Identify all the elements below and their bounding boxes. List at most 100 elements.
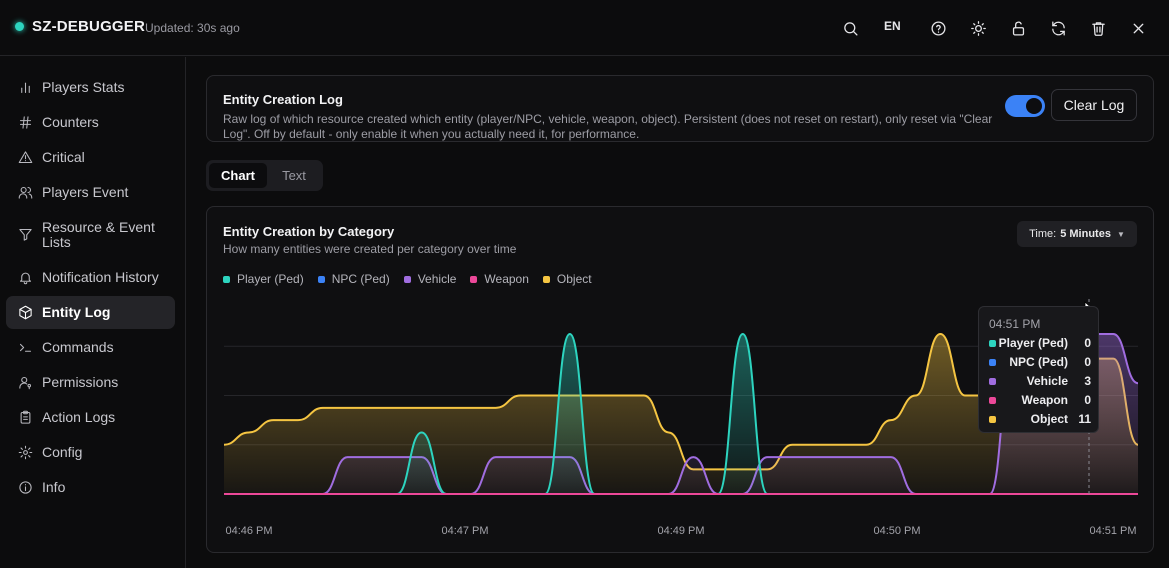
warning-triangle-icon <box>18 151 33 164</box>
tooltip-value: 0 <box>1084 336 1091 350</box>
sidebar-item-commands[interactable]: Commands <box>6 331 175 364</box>
sidebar-item-resource-event-lists[interactable]: Resource & Event Lists <box>6 211 175 259</box>
sidebar-item-entity-log[interactable]: Entity Log <box>6 296 175 329</box>
tooltip-swatch <box>989 339 996 347</box>
updated-status: Updated: 30s ago <box>145 21 240 35</box>
theme-button[interactable] <box>966 16 990 40</box>
language-switch[interactable]: EN <box>884 19 901 33</box>
status-dot <box>15 22 24 31</box>
tooltip-value: 3 <box>1084 374 1091 388</box>
legend-label: Player (Ped) <box>237 272 304 286</box>
sidebar-item-permissions[interactable]: Permissions <box>6 366 175 399</box>
entity-log-card: Entity Creation Log Raw log of which res… <box>206 75 1154 142</box>
chart-tooltip: 04:51 PM Player (Ped) 0 NPC (Ped) 0 Vehicl… <box>978 306 1099 433</box>
section-title: Entity Creation Log <box>223 92 343 107</box>
app-title: SZ-DEBUGGER <box>32 18 146 35</box>
refresh-button[interactable] <box>1046 16 1070 40</box>
legend-label: Object <box>556 272 592 286</box>
refresh-icon <box>1051 20 1065 36</box>
close-button[interactable] <box>1126 16 1150 40</box>
help-circle-icon <box>930 20 946 36</box>
time-range-value: 5 Minutes <box>1060 228 1111 240</box>
sidebar-item-label: Info <box>42 479 66 495</box>
chart-legend: Player (Ped) NPC (Ped) Vehicle Weapon Ob… <box>223 272 606 286</box>
tooltip-row: Vehicle 3 <box>989 373 1091 389</box>
time-range-select[interactable]: Time: 5 Minutes ▼ <box>1017 221 1137 247</box>
legend-item[interactable]: NPC (Ped) <box>317 272 390 286</box>
tooltip-time: 04:51 PM <box>989 317 1041 331</box>
user-key-icon <box>19 376 32 390</box>
series-area <box>224 333 1138 494</box>
clear-log-button[interactable]: Clear Log <box>1051 89 1137 121</box>
logging-toggle[interactable] <box>1005 95 1045 117</box>
tooltip-label: Weapon <box>1021 393 1068 407</box>
sidebar-item-label: Permissions <box>42 374 119 390</box>
bar-chart-icon <box>21 82 30 94</box>
legend-item[interactable]: Object <box>542 272 592 286</box>
legend-item[interactable]: Weapon <box>470 272 529 286</box>
terminal-icon <box>19 343 32 352</box>
users-icon <box>18 186 33 199</box>
legend-swatch <box>470 275 478 283</box>
view-tabs: Chart Text <box>206 160 323 191</box>
tooltip-label: Player (Ped) <box>998 336 1068 350</box>
help-button[interactable] <box>926 16 950 40</box>
tooltip-value: 11 <box>1078 412 1091 426</box>
tab-chart[interactable]: Chart <box>209 163 267 188</box>
legend-item[interactable]: Vehicle <box>403 272 457 286</box>
bell-icon <box>19 272 32 285</box>
x-tick-label: 04:47 PM <box>441 525 488 537</box>
clipboard-icon <box>20 410 31 424</box>
lock-button[interactable] <box>1006 16 1030 40</box>
delete-button[interactable] <box>1086 16 1110 40</box>
legend-swatch <box>317 275 325 283</box>
gear-icon <box>18 445 33 460</box>
chart-subtitle: How many entities were created per categ… <box>223 242 517 256</box>
search-button[interactable] <box>838 16 862 40</box>
tooltip-value: 0 <box>1084 355 1091 369</box>
chart-title: Entity Creation by Category <box>223 224 395 239</box>
tooltip-row: Player (Ped) 0 <box>989 335 1091 351</box>
sidebar-item-players-event[interactable]: Players Event <box>6 176 175 209</box>
sidebar-item-counters[interactable]: Counters <box>6 106 175 139</box>
tooltip-label: Object <box>1030 412 1068 426</box>
legend-item[interactable]: Player (Ped) <box>223 272 304 286</box>
x-tick-label: 04:49 PM <box>657 525 704 537</box>
sidebar-item-critical[interactable]: Critical <box>6 141 175 174</box>
sun-icon <box>970 20 986 36</box>
sidebar-item-label: Notification History <box>42 269 159 285</box>
tooltip-label: NPC (Ped) <box>1009 355 1068 369</box>
tooltip-swatch <box>989 415 996 423</box>
hash-icon <box>19 116 32 129</box>
search-icon <box>843 21 858 36</box>
sidebar-item-label: Config <box>42 444 83 460</box>
sidebar: Players Stats Counters Critical Players … <box>0 57 186 568</box>
sidebar-item-label: Action Logs <box>42 409 116 425</box>
tooltip-label: Vehicle <box>1026 374 1068 388</box>
info-icon <box>19 481 32 494</box>
chart-card: Entity Creation by Category How many ent… <box>206 206 1154 553</box>
sidebar-item-label: Counters <box>42 114 99 130</box>
tooltip-swatch <box>989 377 996 385</box>
sidebar-item-label: Critical <box>42 149 85 165</box>
sidebar-item-action-logs[interactable]: Action Logs <box>6 401 175 434</box>
sidebar-item-info[interactable]: Info <box>6 471 175 504</box>
legend-swatch <box>542 275 550 283</box>
tooltip-value: 0 <box>1084 393 1091 407</box>
legend-label: Vehicle <box>417 272 457 286</box>
sidebar-item-label: Commands <box>42 339 114 355</box>
tooltip-row: Object 11 <box>989 411 1091 427</box>
time-range-label: Time: <box>1029 228 1057 240</box>
sidebar-item-label: Entity Log <box>42 304 111 320</box>
legend-label: NPC (Ped) <box>331 272 390 286</box>
chevron-down-icon: ▼ <box>1116 229 1125 239</box>
tooltip-swatch <box>989 358 996 366</box>
sidebar-item-notification-history[interactable]: Notification History <box>6 261 175 294</box>
sidebar-item-players-stats[interactable]: Players Stats <box>6 71 175 104</box>
sidebar-item-config[interactable]: Config <box>6 436 175 469</box>
trash-icon <box>1091 21 1105 36</box>
sidebar-item-label: Players Stats <box>42 79 125 95</box>
tab-text[interactable]: Text <box>282 168 306 183</box>
sidebar-item-label: Resource & Event Lists <box>42 219 155 250</box>
sidebar-item-label: Players Event <box>42 184 129 200</box>
